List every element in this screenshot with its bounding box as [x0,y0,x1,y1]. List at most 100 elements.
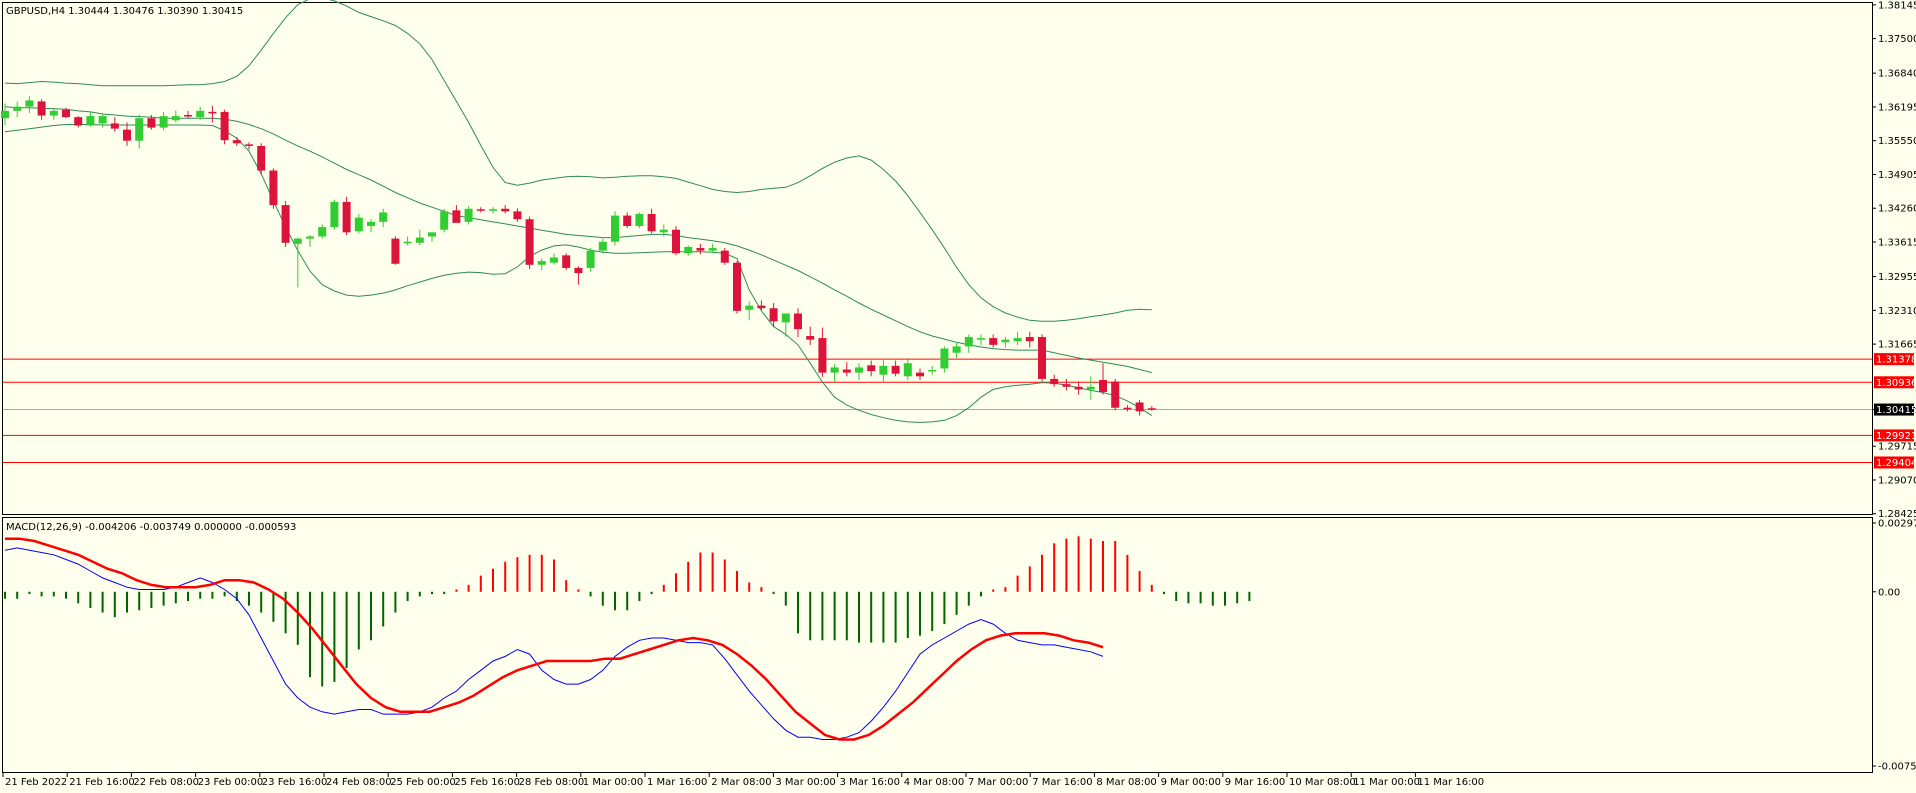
candle-body [196,110,205,118]
candle-body [464,208,473,222]
candle [123,122,131,146]
candle-body [940,348,949,369]
candle-body [1111,381,1120,408]
candle [757,300,766,310]
candle [818,327,827,377]
candle [733,261,741,314]
candle-body [281,205,290,243]
candle-body [415,237,424,243]
candle-body [952,346,961,353]
price-tick-label: 1.29070 [1878,475,1916,486]
candle [806,326,815,345]
time-tick-label: 10 Mar 08:00 [1289,777,1356,788]
macd-panel[interactable] [2,517,1873,773]
candle-body [25,100,34,107]
candle [13,101,22,118]
time-tick-label: 23 Feb 00:00 [198,777,264,788]
candle-body [159,116,168,128]
candle [550,253,558,265]
candle [537,258,546,271]
candle-body [86,116,95,126]
candle [623,212,632,229]
candle [440,208,449,233]
candle-body [428,232,436,237]
candle-body [379,212,388,222]
time-tick-label: 21 Feb 2022 [5,777,67,788]
candle [916,368,924,380]
price-tick-label: 1.36840 [1878,69,1916,80]
candle [903,357,912,380]
candle-body [1038,337,1046,379]
candle-body [403,241,412,244]
candle [867,360,876,377]
price-tag-label: 1.31378 [1876,355,1916,366]
candle [135,114,144,149]
candle-body [1135,402,1144,412]
candle-body [586,250,595,268]
candle [501,205,510,214]
candle [476,207,485,213]
candle [830,364,839,382]
candle [281,200,290,247]
candle-body [708,248,717,251]
price-tag [1874,429,1914,442]
candle-body [867,365,876,372]
candle-body [964,337,973,347]
candle [220,109,229,145]
candle-body [1099,379,1107,393]
price-tag-label: 1.29404 [1876,458,1916,469]
candle-body [733,262,741,311]
candle-body [696,248,705,251]
candle-body [49,110,58,116]
time-tick-label: 25 Feb 16:00 [454,777,520,788]
candle-body [818,338,827,373]
bid-tag-label: 1.30415 [1876,405,1916,416]
candle-body [184,115,192,117]
price-tick-label: 1.32955 [1878,272,1916,283]
candle [1062,378,1071,391]
candle [952,342,961,358]
candle [647,208,656,234]
candle-body [769,308,778,322]
candle-body [135,118,144,141]
candle [598,238,607,254]
bid-tag [1874,403,1914,416]
price-panel[interactable] [2,2,1873,515]
candle [1025,331,1034,348]
candle [159,111,168,131]
time-tick-label: 1 Mar 00:00 [583,777,643,788]
candle [855,363,863,380]
candle-body [830,367,839,373]
price-tick-label: 1.38145 [1878,0,1916,11]
candle-body [37,101,46,116]
candle-body [257,145,266,171]
candle [1111,378,1120,411]
candle-body [1,110,9,119]
time-tick-label: 28 Feb 08:00 [519,777,585,788]
candle [379,208,388,228]
candle [928,365,937,375]
candle-body [501,208,510,212]
bollinger-upper [4,0,1152,322]
candle [769,303,778,327]
candle [367,219,375,233]
candle [1,103,9,125]
candle-body [647,213,656,232]
signal-line [5,537,1104,741]
candle-body [1147,408,1156,410]
candle [659,224,668,237]
candle [720,248,729,265]
price-tag [1874,353,1914,366]
candle-body [611,215,619,242]
candle [464,206,473,225]
candle [147,115,156,130]
time-tick-label: 3 Mar 00:00 [775,777,835,788]
candle-body [123,129,131,141]
candle-body [977,338,985,340]
candle-body [1086,386,1095,390]
time-tick-label: 4 Mar 08:00 [904,777,964,788]
macd-header: MACD(12,26,9) -0.004206 -0.003749 0.0000… [6,522,296,533]
candle [452,205,461,223]
time-tick-label: 24 Feb 08:00 [326,777,392,788]
